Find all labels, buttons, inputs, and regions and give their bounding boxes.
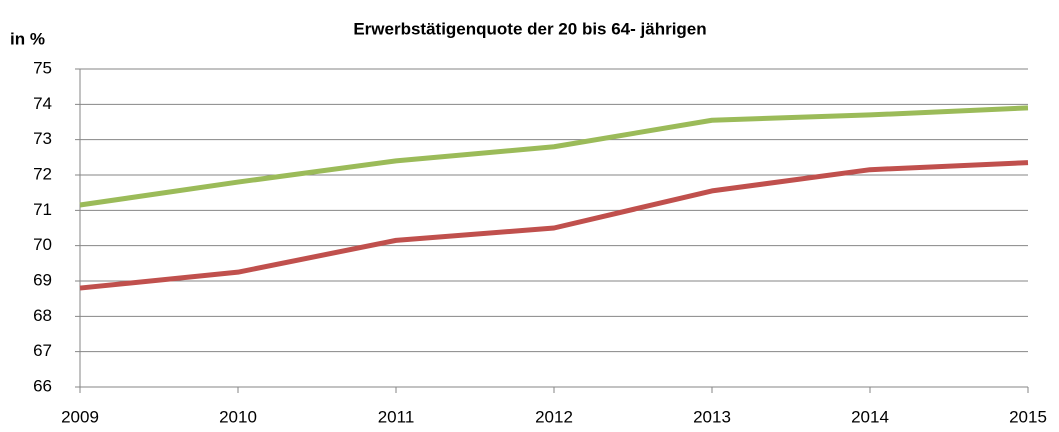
y-tick-label: 69	[33, 270, 52, 289]
chart-title: Erwerbstätigenquote der 20 bis 64- jähri…	[353, 19, 706, 38]
y-axis-label: in %	[10, 29, 45, 48]
x-tick-label: 2010	[219, 407, 257, 426]
series-line	[79, 160, 1029, 291]
y-tick-label: 70	[33, 235, 52, 254]
y-tick-label: 68	[33, 306, 52, 325]
y-tick-label: 71	[33, 200, 52, 219]
x-tick-label: 2009	[61, 407, 99, 426]
x-tick-label: 2014	[851, 407, 889, 426]
y-tick-label: 75	[33, 58, 52, 77]
x-tick-label: 2015	[1009, 407, 1047, 426]
x-tick-label: 2012	[535, 407, 573, 426]
y-tick-label: 73	[33, 129, 52, 148]
y-tick-label: 72	[33, 164, 52, 183]
y-tick-label: 66	[33, 376, 52, 395]
y-tick-label: 67	[33, 341, 52, 360]
x-tick-label: 2013	[693, 407, 731, 426]
y-tick-label: 74	[33, 94, 52, 113]
x-tick-label: 2011	[378, 407, 415, 426]
series-line	[79, 105, 1029, 208]
